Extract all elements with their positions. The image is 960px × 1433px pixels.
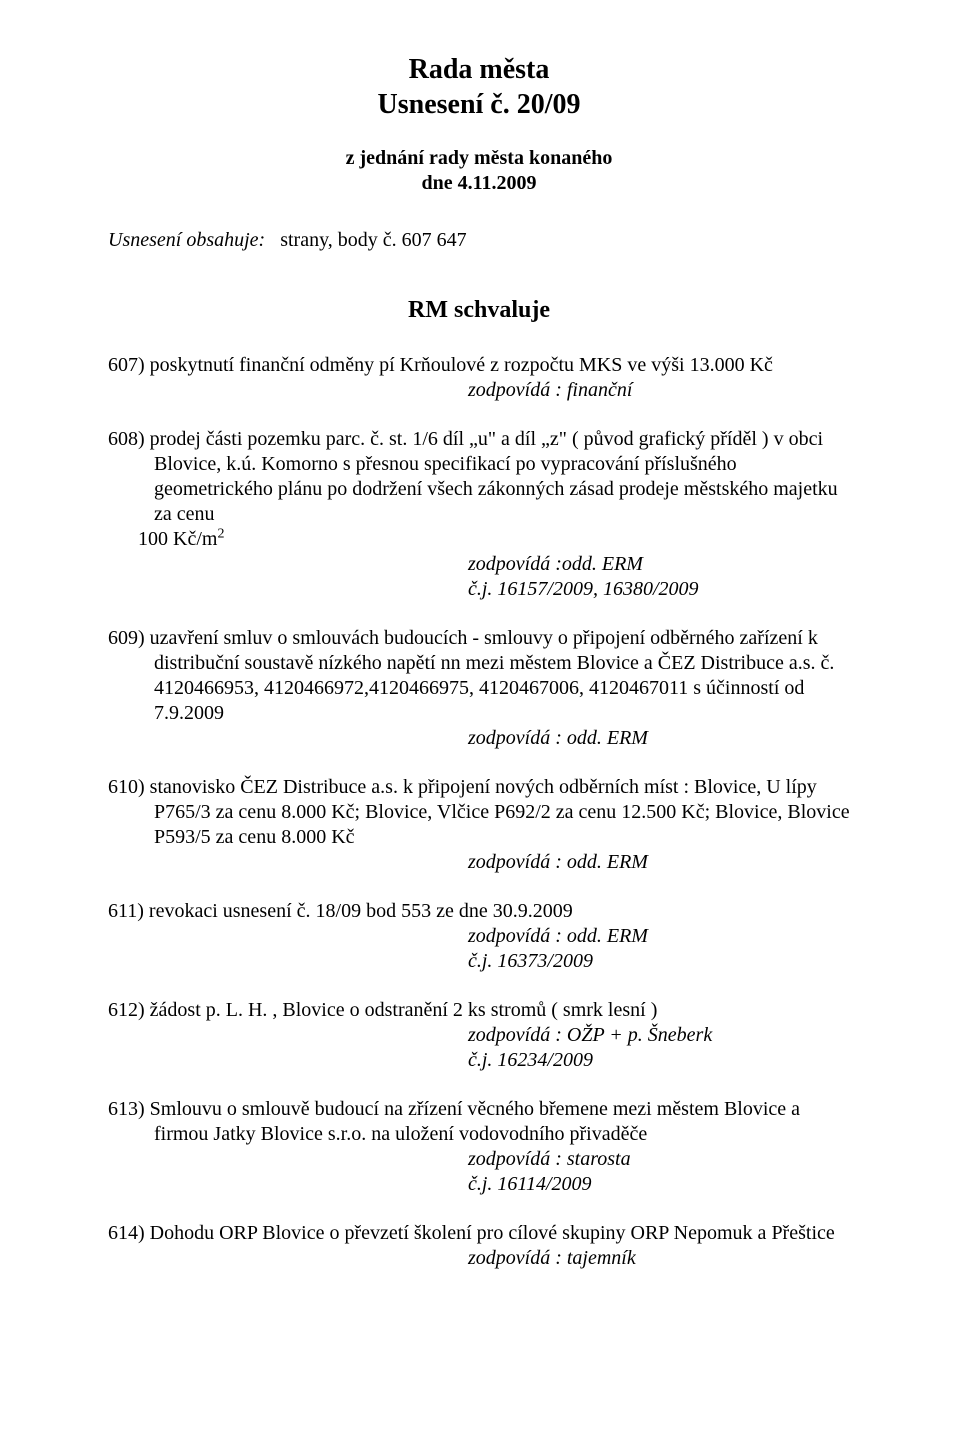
item-613-text: 613) Smlouvu o smlouvě budoucí na zřízen… xyxy=(108,1097,850,1147)
resolution-item-609: 609) uzavření smluv o smlouvách budoucíc… xyxy=(108,626,850,751)
item-608-text: 608) prodej části pozemku parc. č. st. 1… xyxy=(108,427,850,527)
page-title-2: Usnesení č. 20/09 xyxy=(108,87,850,122)
item-610-text: 610) stanovisko ČEZ Distribuce a.s. k př… xyxy=(108,775,850,850)
resolution-item-611: 611) revokaci usnesení č. 18/09 bod 553 … xyxy=(108,899,850,974)
resolution-item-610: 610) stanovisko ČEZ Distribuce a.s. k př… xyxy=(108,775,850,875)
resolution-item-607: 607) poskytnutí finanční odměny pí Krňou… xyxy=(108,353,850,403)
resolution-item-614: 614) Dohodu ORP Blovice o převzetí škole… xyxy=(108,1221,850,1271)
item-607-resp: zodpovídá : finanční xyxy=(108,378,850,403)
item-612-text: 612) žádost p. L. H. , Blovice o odstran… xyxy=(108,998,850,1023)
item-611-text: 611) revokaci usnesení č. 18/09 bod 553 … xyxy=(108,899,850,924)
item-608-line2: 100 Kč/m2 xyxy=(108,527,850,552)
item-608-cj: č.j. 16157/2009, 16380/2009 xyxy=(108,577,850,602)
contents-value-text: strany, body č. 607 647 xyxy=(280,229,466,251)
item-608-sup: 2 xyxy=(217,526,224,541)
item-614-resp: zodpovídá : tajemník xyxy=(108,1246,850,1271)
item-607-text: 607) poskytnutí finanční odměny pí Krňou… xyxy=(108,353,850,378)
subtitle-1: z jednání rady města konaného xyxy=(108,146,850,171)
resolution-item-612: 612) žádost p. L. H. , Blovice o odstran… xyxy=(108,998,850,1073)
contents-line: Usnesení obsahuje: strany, body č. 607 6… xyxy=(108,228,850,253)
page-title-1: Rada města xyxy=(108,52,850,87)
item-609-resp: zodpovídá : odd. ERM xyxy=(108,726,850,751)
item-608-resp: zodpovídá :odd. ERM xyxy=(108,552,850,577)
item-613-cj: č.j. 16114/2009 xyxy=(108,1172,850,1197)
item-608-rate: 100 Kč/m xyxy=(138,528,217,550)
item-609-text: 609) uzavření smluv o smlouvách budoucíc… xyxy=(108,626,850,726)
subtitle-2: dne 4.11.2009 xyxy=(108,171,850,196)
resolution-item-613: 613) Smlouvu o smlouvě budoucí na zřízen… xyxy=(108,1097,850,1197)
item-614-text: 614) Dohodu ORP Blovice o převzetí škole… xyxy=(108,1221,850,1246)
item-612-cj: č.j. 16234/2009 xyxy=(108,1048,850,1073)
item-610-resp: zodpovídá : odd. ERM xyxy=(108,850,850,875)
item-612-resp: zodpovídá : OŽP + p. Šneberk xyxy=(108,1023,850,1048)
contents-value xyxy=(270,229,280,251)
contents-label: Usnesení obsahuje: xyxy=(108,229,265,251)
item-611-cj: č.j. 16373/2009 xyxy=(108,949,850,974)
section-heading-schvaluje: RM schvaluje xyxy=(108,295,850,325)
item-611-resp: zodpovídá : odd. ERM xyxy=(108,924,850,949)
item-613-resp: zodpovídá : starosta xyxy=(108,1147,850,1172)
resolution-item-608: 608) prodej části pozemku parc. č. st. 1… xyxy=(108,427,850,602)
